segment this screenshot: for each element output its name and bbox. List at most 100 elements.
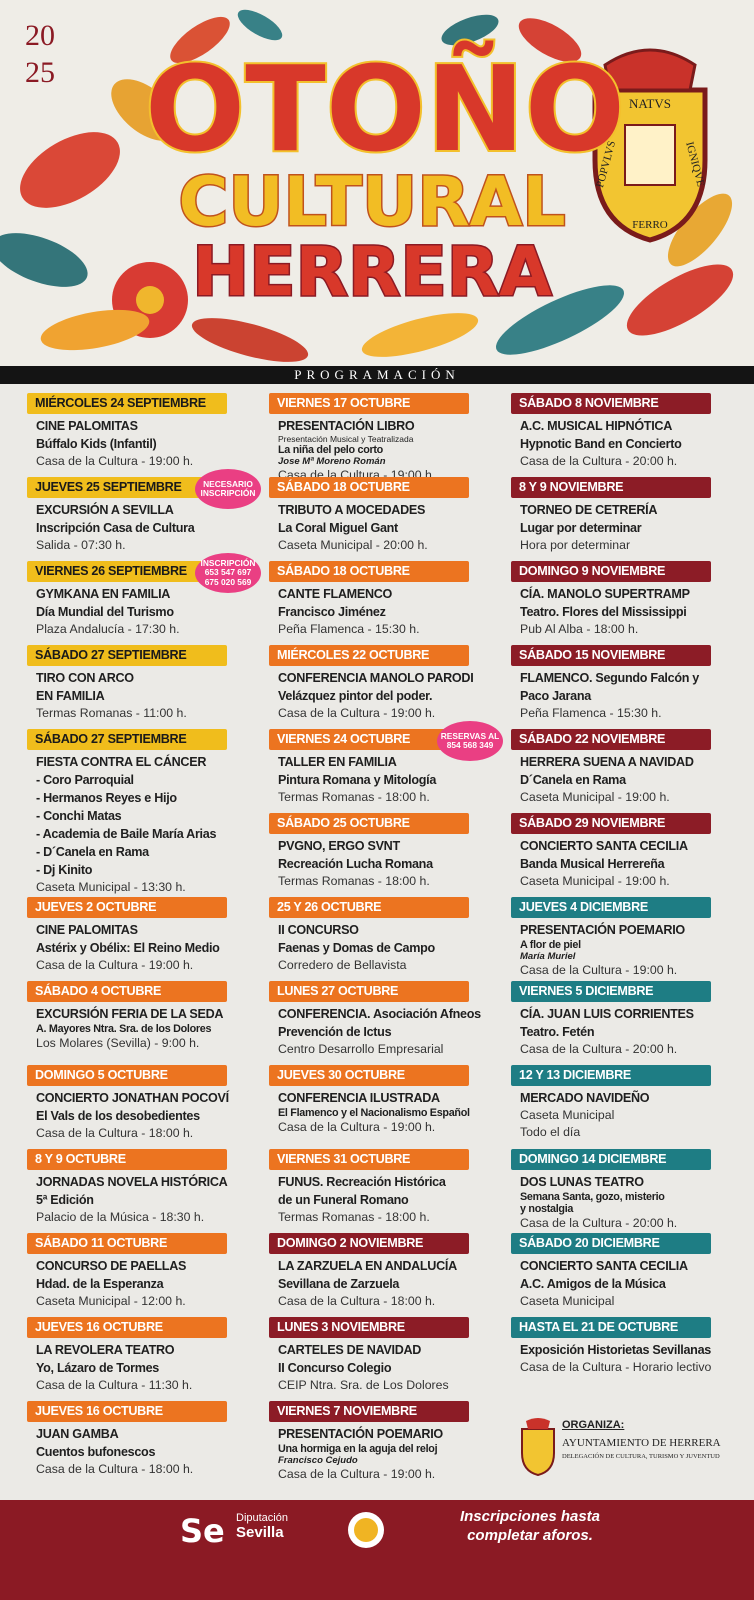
event-details: EXCURSIÓN FERIA DE LA SEDA A. Mayores Ntr… [27, 1002, 249, 1052]
event-line: Búffalo Kids (Infantil) [36, 437, 157, 451]
event-line: FIESTA CONTRA EL CÁNCER [36, 755, 207, 769]
event-date: SÁBADO 18 OCTUBRE [269, 477, 469, 498]
event-line: Salida - 07:30 h. [36, 538, 126, 552]
event-details: FLAMENCO. Segundo Falcón y Paco Jarana Peñ… [511, 666, 733, 722]
event: VIERNES 24 OCTUBRE TALLER EN FAMILIA Pintu… [269, 721, 503, 806]
event-details: A.C. MUSICAL HIPNÓTICA Hypnotic Band en C… [511, 414, 733, 470]
event-line: Recreación Lucha Romana [278, 857, 433, 871]
event-details: TALLER EN FAMILIA Pintura Romana y Mitolo… [269, 750, 491, 806]
event-line: Corredero de Bellavista [278, 958, 407, 972]
event-details: FIESTA CONTRA EL CÁNCER - Coro Parroquial… [27, 750, 249, 896]
event-details: GYMKANA EN FAMILIA Día Mundial del Turism… [27, 582, 249, 638]
event-line: LA REVOLERA TEATRO [36, 1343, 175, 1357]
event-details: PRESENTACIÓN POEMARIO Una hormiga en la a… [269, 1422, 491, 1483]
event-line: Teatro. Fetén [520, 1025, 595, 1039]
event-date: JUEVES 25 SEPTIEMBRE [27, 477, 227, 498]
event-line: PRESENTACIÓN LIBRO [278, 419, 415, 433]
event-line: PVGNO, ERGO SVNT [278, 839, 400, 853]
title: OTOÑO [145, 40, 625, 178]
badge-line: INSCRIPCIÓN [200, 557, 256, 568]
event-date: VIERNES 26 SEPTIEMBRE [27, 561, 227, 582]
event-line: CINE PALOMITAS [36, 419, 138, 433]
event: SÁBADO 18 OCTUBRE CANTE FLAMENCO Francisco… [269, 561, 491, 638]
event-line: Día Mundial del Turismo [36, 605, 174, 619]
event-line: LA ZARZUELA EN ANDALUCÍA [278, 1259, 457, 1273]
event-line: Hdad. de la Esperanza [36, 1277, 164, 1291]
event-line: Caseta Municipal [520, 1294, 615, 1308]
event-line: Lugar por determinar [520, 521, 642, 535]
event-details: FUNUS. Recreación Histórica de un Funeral… [269, 1170, 491, 1226]
event-line: Caseta Municipal - 13:30 h. [36, 880, 186, 894]
event: SÁBADO 15 NOVIEMBRE FLAMENCO. Segundo Fal… [511, 645, 733, 722]
event-date: JUEVES 2 OCTUBRE [27, 897, 227, 918]
event-line: Casa de la Cultura - 20:00 h. [520, 1042, 678, 1056]
event-date: JUEVES 16 OCTUBRE [27, 1401, 227, 1422]
event-line: A. Mayores Ntra. Sra. de los Dolores [36, 1023, 212, 1035]
event-date: SÁBADO 25 OCTUBRE [269, 813, 469, 834]
event-line: JORNADAS NOVELA HISTÓRICA [36, 1175, 228, 1189]
event: SÁBADO 8 NOVIEMBRE A.C. MUSICAL HIPNÓTICA… [511, 393, 733, 470]
event-details: CONCIERTO SANTA CECILIA A.C. Amigos de la… [511, 1254, 733, 1310]
event: SÁBADO 20 DICIEMBRE CONCIERTO SANTA CECIL… [511, 1233, 733, 1310]
event-line: Todo el día [520, 1125, 581, 1139]
event-date: JUEVES 16 OCTUBRE [27, 1317, 227, 1338]
event-date: SÁBADO 15 NOVIEMBRE [511, 645, 711, 666]
event-details: PRESENTACIÓN POEMARIO A flor de piel María… [511, 918, 733, 979]
event-date: 8 Y 9 NOVIEMBRE [511, 477, 711, 498]
event-line: Termas Romanas - 18:00 h. [278, 790, 430, 804]
year: 20 [25, 19, 55, 52]
event-date: LUNES 3 NOVIEMBRE [269, 1317, 469, 1338]
event-line: Casa de la Cultura - 18:00 h. [36, 1462, 194, 1476]
event-details: LA REVOLERA TEATRO Yo, Lázaro de Tormes Ca… [27, 1338, 249, 1394]
title: HERRERA [192, 233, 552, 312]
event: DOMINGO 9 NOVIEMBRE CÍA. MANOLO SUPERTRAM… [511, 561, 733, 638]
svg-text:Se: Se [180, 1512, 225, 1548]
event-line: Casa de la Cultura - 11:30 h. [36, 1378, 193, 1392]
event: JUEVES 30 OCTUBRE CONFERENCIA ILUSTRADA El… [269, 1065, 491, 1136]
event-line: Casa de la Cultura - 18:00 h. [36, 1126, 194, 1140]
event-date: VIERNES 31 OCTUBRE [269, 1149, 469, 1170]
badge-line: RESERVAS AL [440, 730, 500, 741]
event-date: 8 Y 9 OCTUBRE [27, 1149, 227, 1170]
event-line: La niña del pelo corto [278, 444, 383, 456]
event-line: CÍA. JUAN LUIS CORRIENTES [520, 1007, 694, 1021]
event-details: CANTE FLAMENCO Francisco Jiménez Peña Flam… [269, 582, 491, 638]
event: SÁBADO 22 NOVIEMBRE HERRERA SUENA A NAVID… [511, 729, 733, 806]
event-line: CONCIERTO SANTA CECILIA [520, 839, 688, 853]
event-line: Casa de la Cultura - 19:00 h. [278, 1467, 436, 1481]
organizer: ORGANIZA: AYUNTAMIENTO DE HERRERA DELEGA… [518, 1415, 738, 1485]
event-details: CONCIERTO SANTA CECILIA Banda Musical Her… [511, 834, 733, 890]
event-line: TIRO CON ARCO [36, 671, 134, 685]
event-line: - Coro Parroquial [36, 773, 134, 787]
badge-line: 653 547 697 [204, 567, 252, 578]
event: VIERNES 7 NOVIEMBRE PRESENTACIÓN POEMARIO… [269, 1401, 491, 1483]
footer: Se Diputación Sevilla Inscripciones hast… [0, 1500, 754, 1600]
event-details: PRESENTACIÓN LIBRO Presentación Musical y… [269, 414, 491, 484]
event-line: Paco Jarana [520, 689, 591, 703]
event-date: VIERNES 7 NOVIEMBRE [269, 1401, 469, 1422]
event-date: SÁBADO 11 OCTUBRE [27, 1233, 227, 1254]
event-line: Caseta Municipal - 20:00 h. [278, 538, 428, 552]
event-line: Casa de la Cultura - 19:00 h. [520, 963, 678, 977]
event-line: CINE PALOMITAS [36, 923, 138, 937]
event-date: SÁBADO 18 OCTUBRE [269, 561, 469, 582]
event-line: María Muriel [520, 951, 576, 962]
event-line: Caseta Municipal - 19:00 h. [520, 874, 670, 888]
event: VIERNES 26 SEPTIEMBRE GYMKANA EN FAMILIA D… [27, 553, 261, 638]
badge: INSCRIPCIÓN 653 547 697 675 020 569 [195, 553, 261, 593]
event: JUEVES 4 DICIEMBRE PRESENTACIÓN POEMARIO A… [511, 897, 733, 979]
sponsor-logo: Se [180, 1512, 225, 1548]
event-line: Una hormiga en la aguja del reloj [278, 1443, 438, 1455]
event-line: Teatro. Flores del Mississippi [520, 605, 687, 619]
event-line: Astérix y Obélix: El Reino Medio [36, 941, 220, 955]
event-line: FUNUS. Recreación Histórica [278, 1175, 446, 1189]
event-line: CANTE FLAMENCO [278, 587, 393, 601]
event-date: JUEVES 4 DICIEMBRE [511, 897, 711, 918]
motto: NATVS [629, 96, 671, 111]
event-line: Semana Santa, gozo, misterio [520, 1191, 665, 1203]
event-line: El Vals de los desobedientes [36, 1109, 200, 1123]
event-line: Pintura Romana y Mitología [278, 773, 437, 787]
event: 8 Y 9 OCTUBRE JORNADAS NOVELA HISTÓRICA 5ª… [27, 1149, 249, 1226]
badge: RESERVAS AL 854 568 349 [437, 721, 503, 761]
event-line: Termas Romanas - 18:00 h. [278, 874, 430, 888]
